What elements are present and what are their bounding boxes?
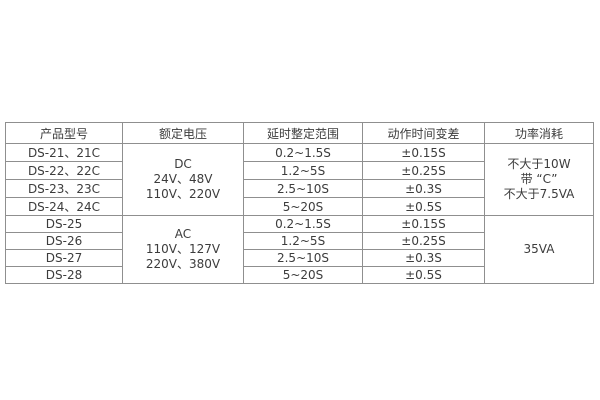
table-row: DS-28 5~20S ±0.5S [5, 266, 594, 284]
range-cell: 2.5~10S [243, 249, 363, 267]
voltage-cell-dc: DC 24V、48V 110V、220V [122, 143, 244, 216]
col-header-time-variation: 动作时间变差 [362, 122, 485, 144]
voltage-line: 110V、220V [145, 187, 221, 201]
voltage-line: AC [174, 227, 192, 241]
voltage-line: 24V、48V [153, 172, 213, 186]
range-cell: 5~20S [243, 266, 363, 284]
power-line: 不大于7.5VA [503, 187, 575, 201]
variation-cell: ±0.3S [362, 179, 485, 198]
header-row: 产品型号 额定电压 延时整定范围 动作时间变差 功率消耗 [5, 122, 594, 144]
model-cell: DS-22、22C [5, 161, 123, 180]
range-cell: 1.2~5S [243, 161, 363, 180]
variation-cell: ±0.5S [362, 266, 485, 284]
table-row: DS-21、21C DC 24V、48V 110V、220V 0.2~1.5S … [5, 143, 594, 216]
table-row: DS-27 2.5~10S ±0.3S [5, 249, 594, 267]
table-row: DS-25 AC 110V、127V 220V、380V 0.2~1.5S ±0… [5, 215, 594, 284]
model-cell: DS-23、23C [5, 179, 123, 198]
model-cell: DS-28 [5, 266, 123, 284]
range-cell: 5~20S [243, 197, 363, 216]
table-row: DS-26 1.2~5S ±0.25S [5, 232, 594, 250]
voltage-line: DC [174, 157, 192, 171]
col-header-power: 功率消耗 [484, 122, 594, 144]
model-cell: DS-21、21C [5, 143, 123, 162]
model-cell: DS-26 [5, 232, 123, 250]
power-line: 35VA [523, 242, 555, 256]
voltage-cell-ac: AC 110V、127V 220V、380V [122, 215, 244, 284]
variation-cell: ±0.25S [362, 232, 485, 250]
variation-cell: ±0.15S [362, 215, 485, 233]
power-cell-dc: 不大于10W 带 “C” 不大于7.5VA [484, 143, 594, 216]
range-cell: 2.5~10S [243, 179, 363, 198]
col-header-model: 产品型号 [5, 122, 123, 144]
range-cell: 1.2~5S [243, 232, 363, 250]
range-cell: 0.2~1.5S [243, 143, 363, 162]
model-cell: DS-25 [5, 215, 123, 233]
power-line: 带 “C” [520, 172, 558, 186]
model-cell: DS-24、24C [5, 197, 123, 216]
variation-cell: ±0.5S [362, 197, 485, 216]
range-cell: 0.2~1.5S [243, 215, 363, 233]
relay-spec-table: 产品型号 额定电压 延时整定范围 动作时间变差 功率消耗 DS-21、21C D… [5, 122, 594, 284]
power-cell-ac: 35VA [484, 215, 594, 284]
variation-cell: ±0.15S [362, 143, 485, 162]
voltage-line: 220V、380V [145, 257, 221, 271]
variation-cell: ±0.3S [362, 249, 485, 267]
voltage-line: 110V、127V [145, 242, 221, 256]
table-row: DS-23、23C 2.5~10S ±0.3S [5, 179, 594, 198]
spec-table: 产品型号 额定电压 延时整定范围 动作时间变差 功率消耗 DS-21、21C D… [5, 122, 594, 284]
col-header-delay-range: 延时整定范围 [243, 122, 363, 144]
power-line: 不大于10W [507, 157, 571, 171]
col-header-voltage: 额定电压 [122, 122, 244, 144]
variation-cell: ±0.25S [362, 161, 485, 180]
model-cell: DS-27 [5, 249, 123, 267]
